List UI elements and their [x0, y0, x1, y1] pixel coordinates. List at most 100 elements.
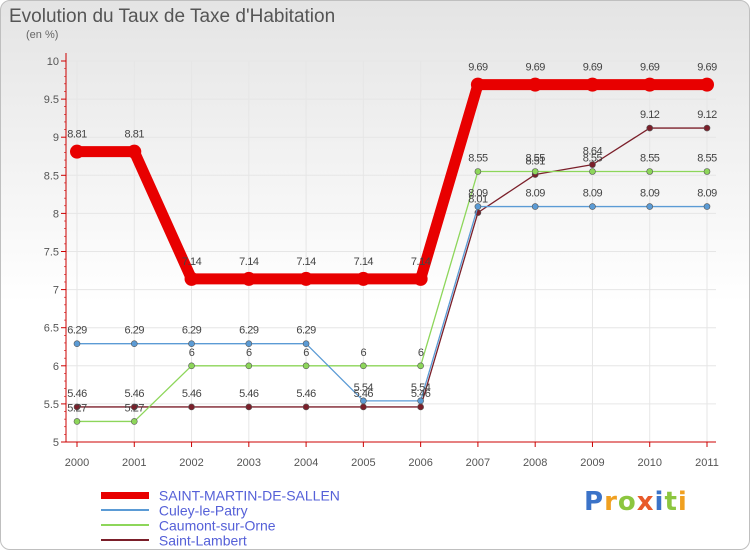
data-point	[245, 362, 253, 370]
legend-swatch	[101, 491, 149, 499]
data-point	[700, 77, 714, 92]
data-point	[302, 340, 310, 348]
data-label: 7.14	[354, 256, 374, 268]
data-point	[531, 168, 539, 175]
data-point	[130, 340, 138, 348]
data-point	[589, 168, 596, 175]
data-label: 8.09	[525, 188, 545, 200]
legend-swatch	[101, 509, 149, 512]
data-label: 6.29	[239, 325, 259, 337]
data-label: 5.46	[239, 388, 259, 400]
logo-letter: P	[584, 487, 605, 517]
data-label: 6.29	[125, 325, 145, 337]
legend-item-saint-lambert[interactable]: Saint-Lambert	[101, 531, 247, 549]
proxiti-logo[interactable]: Proxiti	[584, 487, 688, 517]
data-label: 8.09	[640, 188, 660, 200]
data-label: 6.29	[182, 325, 202, 337]
logo-letter: x	[636, 487, 655, 517]
data-label: 6	[418, 347, 424, 359]
data-point	[245, 403, 253, 411]
data-point	[703, 168, 711, 175]
data-label: 5.54	[354, 382, 374, 394]
data-point	[73, 418, 81, 425]
data-point	[73, 340, 81, 348]
data-point	[528, 77, 543, 92]
data-point	[417, 362, 424, 370]
y-tick-label: 5.5	[44, 399, 59, 411]
data-point	[703, 203, 711, 210]
data-label: 9.69	[468, 62, 488, 74]
logo-letter: o	[617, 487, 637, 517]
data-label: 6.29	[67, 325, 87, 337]
data-point	[184, 271, 199, 286]
data-label: 8.55	[697, 152, 717, 164]
data-label: 9.12	[697, 109, 717, 121]
y-tick-label: 5	[53, 437, 59, 449]
series-line	[77, 127, 707, 408]
data-point	[130, 418, 138, 425]
data-label: 5.46	[125, 388, 145, 400]
x-tick-label: 2009	[580, 457, 604, 469]
series-line	[77, 170, 707, 423]
legend-item-culey-le-patry[interactable]: Culey-le-Patry	[101, 501, 248, 518]
x-tick-label: 2006	[408, 457, 432, 469]
data-point	[589, 161, 596, 168]
data-label: 9.69	[640, 62, 660, 74]
data-point	[646, 124, 654, 132]
data-label: 8.55	[468, 152, 488, 164]
x-tick-label: 2003	[237, 457, 261, 469]
data-label: 7.14	[239, 256, 259, 268]
legend-swatch	[101, 539, 149, 542]
data-label: 5.46	[182, 388, 202, 400]
logo-letter: i	[654, 487, 665, 517]
data-label: 8.55	[640, 152, 660, 164]
y-tick-label: 8.5	[44, 170, 59, 182]
legend-item-caumont-sur-orne[interactable]: Caumont-sur-Orne	[101, 516, 276, 534]
data-point	[299, 271, 314, 286]
legend-swatch	[101, 524, 149, 527]
legend-item-saint-martin-de-sallen[interactable]: SAINT-MARTIN-DE-SALLEN	[101, 486, 340, 503]
data-point	[642, 77, 657, 92]
grid-lines	[66, 60, 716, 443]
data-label: 8.51	[525, 156, 545, 168]
data-point	[302, 403, 310, 411]
data-point	[589, 203, 596, 210]
data-label: 6	[189, 347, 195, 359]
y-tick-label: 10	[47, 56, 59, 68]
data-label: 5.27	[125, 402, 145, 414]
data-label: 8.55	[525, 152, 545, 164]
data-label: 8.81	[67, 129, 87, 141]
logo-letter: t	[664, 487, 678, 517]
legend-label: Saint-Lambert	[158, 532, 247, 549]
data-point	[360, 362, 367, 370]
data-label: 9.69	[583, 62, 603, 74]
data-point	[360, 397, 367, 405]
data-label: 8.01	[468, 194, 488, 206]
data-label: 5.54	[411, 382, 431, 394]
data-label: 9.69	[525, 62, 545, 74]
series-line	[77, 205, 707, 402]
data-point	[73, 403, 81, 411]
y-tick-label: 6.5	[44, 323, 59, 335]
data-label: 5.27	[67, 402, 87, 414]
data-point	[188, 340, 195, 348]
data-label: 7.14	[296, 256, 316, 268]
y-tick-label: 8	[53, 208, 59, 220]
data-point	[360, 403, 367, 411]
data-label: 5.46	[354, 388, 374, 400]
data-label: 8.81	[125, 129, 145, 141]
data-label: 5.46	[296, 388, 316, 400]
x-tick-label: 2011	[695, 457, 719, 469]
data-point	[70, 144, 84, 159]
x-tick-label: 2005	[351, 457, 375, 469]
legend-label: Caumont-sur-Orne	[158, 517, 276, 534]
x-tick-label: 2010	[637, 457, 661, 469]
data-label: 9.12	[640, 109, 660, 121]
data-point	[302, 362, 310, 370]
series-lines	[70, 77, 714, 425]
x-ticks: 2000 2001 2002 2003 2004 2005 2006 2007 2008 2009…	[65, 442, 719, 469]
data-label: 8.09	[697, 188, 717, 200]
data-label: 5.46	[411, 388, 431, 400]
logo-letter: r	[604, 487, 618, 517]
